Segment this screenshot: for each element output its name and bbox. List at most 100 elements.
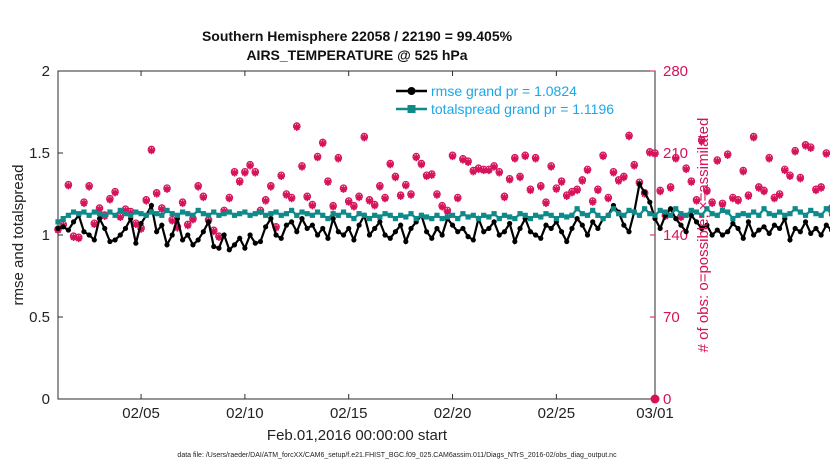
obs-assimilated-point xyxy=(589,198,597,206)
obs-assimilated-point xyxy=(324,178,332,186)
rmse-point xyxy=(776,225,783,232)
rmse-point xyxy=(517,225,523,232)
totalspread-point xyxy=(475,216,482,222)
totalspread-point xyxy=(361,212,367,218)
obs-assimilated-point xyxy=(267,183,275,191)
obs-assimilated-point xyxy=(277,172,285,181)
rmse-point xyxy=(512,238,518,245)
totalspread-point xyxy=(273,209,279,215)
obs-assimilated-point xyxy=(64,182,72,190)
obs-assimilated-point xyxy=(262,197,270,205)
x-tick-label: 02/10 xyxy=(226,405,264,422)
totalspread-point xyxy=(205,212,212,218)
totalspread-point xyxy=(185,211,191,217)
rmse-point xyxy=(579,222,585,228)
obs-assimilated-point xyxy=(381,195,389,203)
totalspread-point xyxy=(818,212,824,218)
rmse-point xyxy=(491,219,497,225)
rmse-point xyxy=(387,235,393,241)
totalspread-point xyxy=(200,211,206,217)
y-left-tick-label: 2 xyxy=(42,63,50,80)
totalspread-point xyxy=(564,214,570,220)
obs-assimilated-point xyxy=(656,188,664,196)
rmse-point xyxy=(169,232,175,238)
totalspread-point xyxy=(501,212,508,218)
y-left-tick-label: 0.5 xyxy=(29,309,50,326)
totalspread-point xyxy=(787,211,793,217)
rmse-point xyxy=(70,219,77,225)
obs-assimilated-point xyxy=(241,169,249,177)
obs-assimilated-point xyxy=(786,172,794,181)
totalspread-point xyxy=(413,216,419,222)
rmse-point xyxy=(569,225,575,232)
obs-assimilated-point xyxy=(298,163,306,171)
totalspread-point xyxy=(392,216,399,222)
totalspread-point xyxy=(320,212,326,218)
rmse-point xyxy=(481,229,487,235)
obs-assimilated-point xyxy=(178,199,187,207)
obs-assimilated-point xyxy=(147,147,156,155)
obs-assimilated-point xyxy=(703,188,711,196)
rmse-point xyxy=(356,222,362,228)
totalspread-point xyxy=(730,216,736,222)
totalspread-point xyxy=(491,211,497,217)
rmse-point xyxy=(299,216,305,222)
rmse-point xyxy=(460,225,466,232)
obs-assimilated-point xyxy=(506,176,514,184)
totalspread-point xyxy=(455,216,461,222)
obs-assimilated-point xyxy=(750,134,758,142)
obs-assimilated-point xyxy=(537,183,545,191)
rmse-point xyxy=(377,219,383,225)
totalspread-point xyxy=(538,214,544,220)
obs-assimilated-point xyxy=(542,199,550,207)
totalspread-point xyxy=(735,212,741,218)
totalspread-point xyxy=(429,216,435,222)
obs-assimilated-point xyxy=(464,158,472,166)
totalspread-point xyxy=(512,216,518,222)
legend-rmse-label: rmse grand pr = 1.0824 xyxy=(431,83,577,99)
rmse-point xyxy=(138,220,144,227)
obs-assimilated-point xyxy=(376,183,384,191)
totalspread-point xyxy=(190,212,196,218)
obs-assimilated-point xyxy=(485,166,493,175)
rmse-point xyxy=(366,232,373,238)
totalspread-point xyxy=(91,209,97,215)
obs-assimilated-point xyxy=(407,191,415,199)
rmse-point xyxy=(719,232,726,238)
obs-assimilated-point xyxy=(718,200,727,209)
obs-assimilated-point xyxy=(350,203,358,211)
obs-assimilated-point xyxy=(812,186,820,195)
rmse-point xyxy=(278,235,284,241)
totalspread-point xyxy=(517,211,523,217)
rmse-point xyxy=(548,225,554,232)
obs-assimilated-point xyxy=(568,189,576,197)
totalspread-point xyxy=(548,212,554,218)
totalspread-point xyxy=(470,212,476,218)
obs-assimilated-point xyxy=(189,216,197,224)
obs-assimilated-point xyxy=(630,162,638,170)
totalspread-point xyxy=(138,211,144,217)
obs-assimilated-point xyxy=(454,195,462,203)
chart-title-line-2: AIRS_TEMPERATURE @ 525 hPa xyxy=(246,47,467,63)
rmse-point xyxy=(766,230,772,236)
obs-assimilated-point xyxy=(698,137,706,145)
rmse-point xyxy=(268,216,274,222)
totalspread-point xyxy=(356,211,362,217)
totalspread-point xyxy=(330,211,336,217)
obs-assimilated-point xyxy=(75,234,83,243)
totalspread-point xyxy=(709,211,715,217)
obs-assimilated-point xyxy=(516,174,524,182)
obs-assimilated-point xyxy=(199,193,207,202)
totalspread-point xyxy=(600,216,606,222)
axis-ticks: 02/05 02/10 02/15 02/20 02/25 03/0100.511.520… xyxy=(29,63,688,422)
obs-assimilated-point xyxy=(132,220,140,229)
rmse-point xyxy=(465,234,471,240)
totalspread-point xyxy=(636,212,643,218)
obs-assimilated-point xyxy=(329,203,337,211)
obs-assimilated-point xyxy=(672,155,680,163)
obs-assimilated-point xyxy=(215,233,223,241)
totalspread-point xyxy=(631,209,637,215)
obs-assimilated-point xyxy=(521,152,529,161)
rmse-point xyxy=(304,225,310,232)
rmse-point xyxy=(647,199,653,205)
